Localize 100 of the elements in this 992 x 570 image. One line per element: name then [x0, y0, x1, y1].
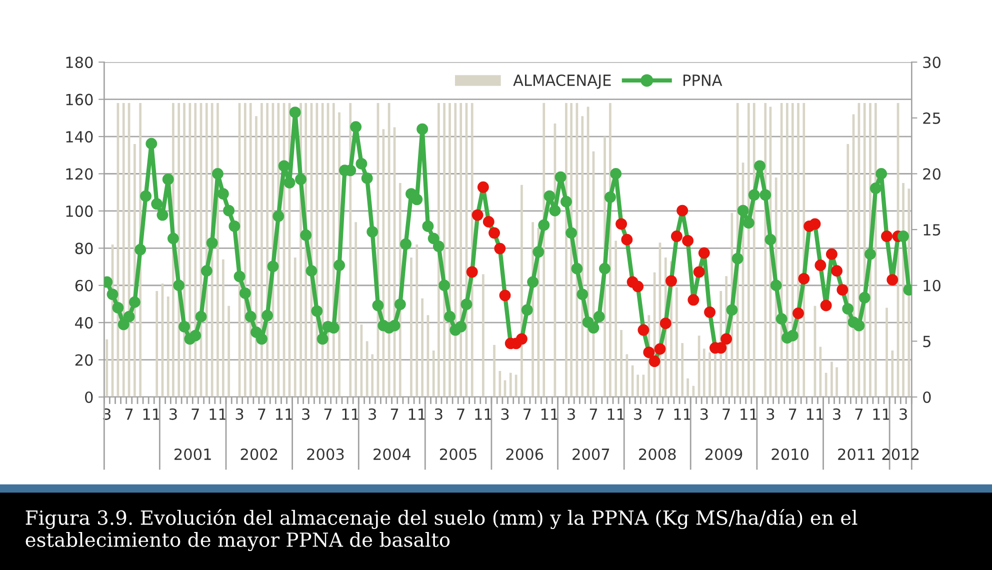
x-tick-label: 11: [873, 408, 890, 420]
x-tick-label: 11: [210, 408, 226, 420]
text: Figura 3.9. Evolución del almacenaje del suelo (mm) y la PPNA (Kg MS/ha/día) en el establecimiento de mayor PPNA de basalto: [26, 509, 858, 552]
y-tick-label: 100: [66, 205, 93, 217]
bar: [371, 354, 374, 398]
bar: [443, 103, 446, 398]
bar: [244, 103, 246, 398]
y-tick-label: 120: [66, 168, 93, 180]
bar: [830, 362, 833, 398]
y2-tick-label: 5: [923, 336, 930, 348]
bar: [366, 341, 368, 398]
x-tick-label: 3: [700, 408, 708, 420]
bar: [188, 103, 192, 398]
legend-label: ALMACENAJE: [513, 74, 611, 89]
bar: [797, 103, 800, 398]
y-tick-label: 180: [66, 56, 93, 68]
x-tick-label: 11: [475, 408, 492, 420]
bar: [620, 330, 622, 398]
text: 2001: [174, 448, 211, 460]
y2-tick-label: 20: [923, 168, 940, 180]
x-tick-label: 7: [524, 408, 531, 420]
bar: [752, 103, 756, 398]
x-tick-label: 11: [608, 408, 624, 420]
x-tick-label: 7: [324, 408, 332, 420]
x-tick-label: 11: [276, 408, 292, 420]
x-tick-label: 3: [900, 408, 907, 420]
text: 2010: [772, 448, 809, 460]
text: 2006: [506, 448, 544, 460]
x-tick-label: 3: [236, 408, 244, 420]
bar: [222, 259, 224, 398]
bar: [498, 370, 502, 398]
bar: [786, 103, 788, 398]
x-tick-label: 11: [541, 408, 558, 420]
bar: [565, 103, 568, 398]
bar: [228, 306, 230, 398]
bar: [166, 296, 170, 398]
legend-label: PPNA: [684, 74, 722, 86]
bar: [626, 354, 628, 398]
bar: [437, 103, 440, 398]
x-tick-label: 3: [634, 408, 642, 420]
x-tick-label: 3: [302, 408, 310, 420]
x-tick-label: 11: [740, 408, 757, 420]
bar: [692, 386, 695, 398]
x-tick-label: 3: [434, 408, 442, 420]
bar: [702, 348, 706, 398]
x-tick-label: 3: [368, 408, 376, 420]
bar: [183, 103, 186, 398]
text: 2007: [572, 448, 610, 460]
x-tick-label: 7: [722, 408, 730, 420]
bar: [686, 378, 689, 398]
bar: [249, 103, 252, 398]
bar: [294, 257, 296, 398]
text: 2008: [639, 448, 676, 460]
y-tick-label: 160: [66, 94, 93, 106]
bar: [122, 103, 125, 398]
x-tick-label: 11: [674, 408, 691, 420]
bar: [514, 374, 518, 398]
bar: [676, 287, 678, 398]
bar: [255, 116, 258, 398]
bar: [509, 372, 512, 398]
y-tick-label: 60: [75, 280, 93, 292]
bar: [194, 103, 197, 398]
x-tick-label: 7: [457, 408, 464, 420]
y-tick-label: 40: [75, 317, 93, 329]
x-tick-label: 7: [590, 408, 598, 420]
x-tick-label: 11: [342, 408, 359, 420]
text: 2012: [882, 448, 919, 460]
bar: [836, 367, 838, 398]
y2-tick-label: 0: [923, 391, 931, 404]
x-tick-label: 7: [390, 408, 398, 420]
bar: [681, 343, 684, 398]
bar: [416, 244, 418, 398]
bar: [482, 274, 484, 398]
x-tick-label: 3: [501, 408, 509, 420]
bar: [421, 298, 424, 398]
y-tick-label: 80: [75, 242, 93, 254]
bar: [410, 257, 412, 398]
bar: [460, 103, 462, 398]
x-tick-label: 11: [806, 408, 824, 420]
bar: [106, 339, 108, 398]
text: 2004: [374, 448, 410, 460]
bar: [448, 103, 451, 398]
bar: [846, 144, 850, 398]
bar: [454, 103, 457, 398]
y2-tick-label: 15: [924, 224, 940, 236]
bar: [542, 103, 546, 398]
x-tick-label: 11: [408, 408, 426, 420]
text: 2003: [307, 448, 344, 460]
x-tick-label: 7: [656, 408, 664, 420]
y2-tick-label: 30: [923, 56, 940, 68]
bar: [205, 103, 208, 398]
x-tick-label: 11: [143, 408, 160, 420]
x-tick-label: 7: [258, 408, 266, 420]
bar: [891, 350, 894, 398]
bar: [581, 116, 584, 398]
text: 2002: [240, 448, 278, 460]
y-tick-label: 140: [66, 131, 93, 143]
x-tick-label: 3: [170, 408, 177, 420]
text: 2009: [705, 448, 742, 460]
bar: [886, 308, 888, 398]
